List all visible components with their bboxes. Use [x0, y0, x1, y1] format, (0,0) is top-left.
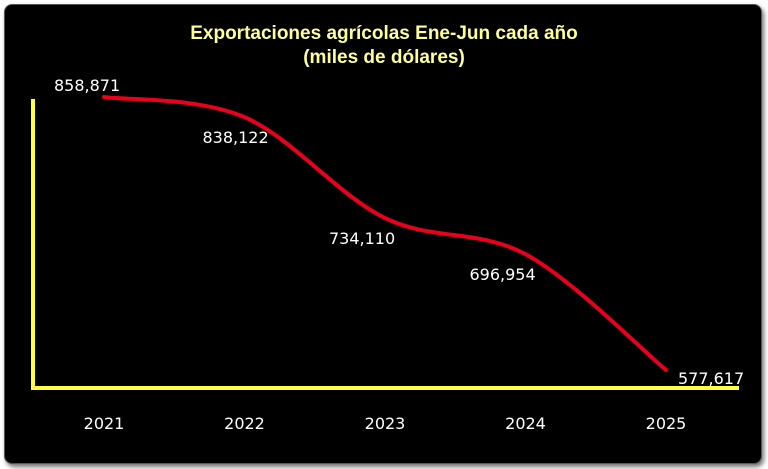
x-tick-label-2025: 2025 [646, 414, 687, 433]
chart-title-line1: Exportaciones agrícolas Ene-Jun cada año [190, 23, 578, 44]
series-line [102, 95, 668, 372]
data-label-2025: 577,617 [678, 369, 744, 388]
data-label-2024: 696,954 [470, 265, 536, 284]
x-tick-label-2022: 2022 [224, 414, 265, 433]
chart-subtitle: (miles de dólares) [303, 47, 465, 68]
data-label-2022: 838,122 [203, 128, 269, 147]
data-label-2023: 734,110 [329, 229, 395, 248]
data-label-2021: 858,871 [54, 76, 120, 95]
x-tick-label-2021: 2021 [84, 414, 125, 433]
chart-title: Exportaciones agrícolas Ene-Jun cada año… [0, 22, 768, 70]
x-tick-label-2024: 2024 [505, 414, 546, 433]
x-tick-label-2023: 2023 [365, 414, 406, 433]
